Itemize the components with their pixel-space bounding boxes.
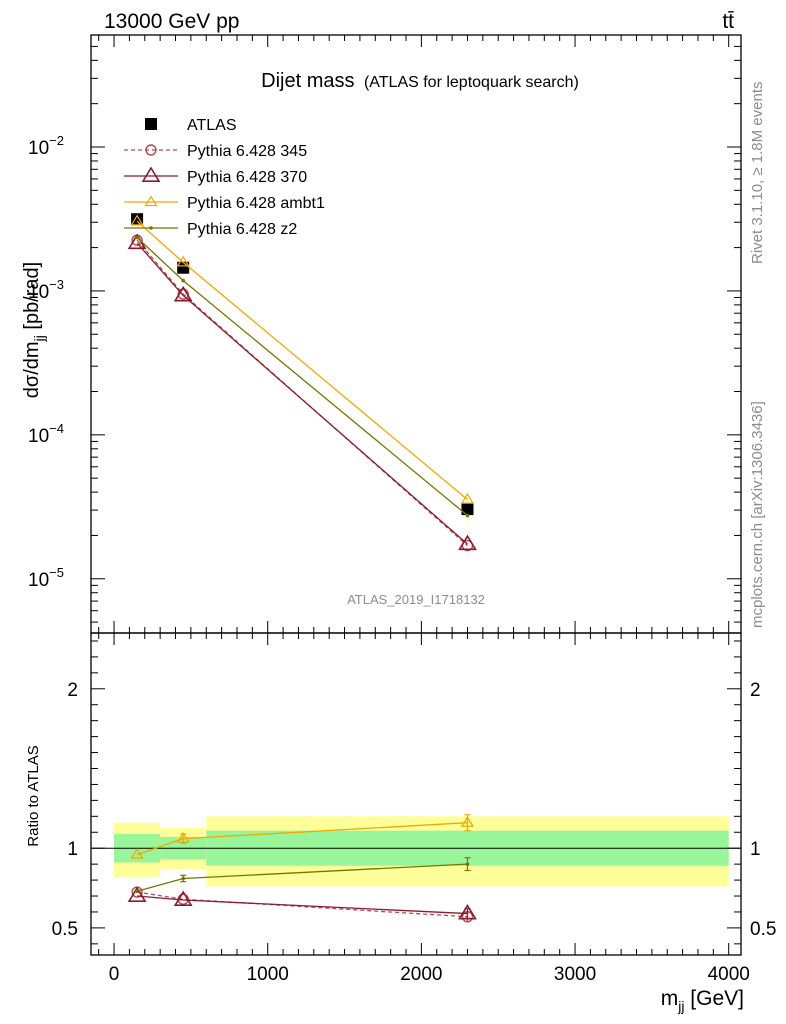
- ratio-series-line: [137, 895, 468, 915]
- marker-triangle-small: [460, 816, 475, 827]
- series-line: [136, 239, 468, 547]
- legend-label: Pythia 6.428 370: [187, 169, 307, 186]
- y-tick-exponent: −3: [49, 277, 64, 292]
- ratio-y-tick-label-left: 1: [67, 839, 78, 860]
- main-subtitle-text: (ATLAS for leptoquark search): [364, 74, 579, 91]
- marker-triangle-small: [130, 847, 144, 859]
- ratio-series-pythia-6.428-ambt1: [130, 814, 475, 859]
- marker-dot: [181, 278, 185, 283]
- legend-item-3: Pythia 6.428 ambt1: [124, 195, 325, 212]
- marker-triangle-small: [144, 195, 158, 207]
- ratio-panel: 0 1000 2000 3000 4000 0.5 0.5 1 1 2 2 Ratio to ATL…: [25, 632, 776, 1014]
- rivet-version: Rivet 3.1.10, ≥ 1.8M events: [749, 82, 766, 265]
- marker-triangle-small: [460, 492, 475, 504]
- marker-triangle: [458, 534, 477, 551]
- y-tick-base: 10: [28, 282, 49, 303]
- marker-circle: [145, 144, 157, 156]
- legend-item-2: Pythia 6.428 370: [124, 166, 307, 186]
- x-label-main: m: [661, 987, 679, 1010]
- main-plot-area: 10−510−410−310−2: [28, 34, 742, 634]
- ratio-frame: [90, 632, 742, 956]
- ratio-y-tick-label-right: 2: [750, 680, 761, 701]
- y-tick-label: 10−2: [28, 133, 64, 159]
- marker-square: [131, 213, 144, 226]
- marker-triangle-small: [176, 831, 190, 843]
- marker-square: [461, 503, 474, 516]
- x-tick-label: 4000: [708, 964, 750, 985]
- x-axis-label: mjj [GeV]: [661, 987, 744, 1014]
- main-y-label-sub: jj: [31, 335, 47, 342]
- series-pythia-6.428-z2: [135, 235, 470, 518]
- legend-item-4: Pythia 6.428 z2: [124, 221, 297, 238]
- marker-triangle: [127, 886, 147, 903]
- x-tick-label: 0: [109, 964, 120, 985]
- series-line: [136, 242, 468, 545]
- ratio-y-tick-label-right: 0.5: [750, 919, 776, 940]
- y-tick-label: 10−4: [28, 421, 64, 447]
- y-tick-exponent: −4: [49, 421, 64, 436]
- series-line: [136, 220, 468, 501]
- y-tick-base: 10: [28, 138, 49, 159]
- marker-dot: [465, 862, 470, 866]
- x-tick-label: 2000: [400, 964, 442, 985]
- marker-triangle-small: [130, 214, 144, 226]
- series-line: [136, 237, 468, 517]
- legend-label: Pythia 6.428 z2: [187, 221, 297, 238]
- marker-dot: [181, 876, 185, 881]
- legend-label: Pythia 6.428 345: [187, 143, 307, 160]
- mcplots-reference: mcplots.cern.ch [arXiv:1306.3436]: [749, 401, 766, 628]
- y-tick-exponent: −5: [49, 565, 64, 580]
- legend-label: Pythia 6.428 ambt1: [187, 195, 325, 212]
- marker-dot: [135, 235, 139, 240]
- header-collision: 13000 GeV pp: [104, 10, 239, 33]
- analysis-watermark: ATLAS_2019_I1718132: [347, 592, 485, 607]
- main-title: Dijet mass (ATLAS for leptoquark search): [261, 70, 579, 92]
- marker-dot: [465, 513, 470, 518]
- legend: ATLAS Pythia 6.428 345 Pythia 6.428 370 Pyt…: [124, 117, 325, 238]
- ratio-series-line: [136, 891, 468, 918]
- marker-triangle: [173, 890, 193, 907]
- marker-triangle-small: [176, 255, 190, 267]
- ratio-y-tick-label-left: 0.5: [52, 919, 78, 940]
- marker-triangle: [173, 285, 193, 302]
- series-pythia-6.428-ambt1: [130, 214, 475, 504]
- marker-triangle: [458, 904, 477, 920]
- y-tick-label: 10−3: [28, 277, 64, 303]
- marker-triangle: [141, 166, 161, 182]
- marker-circle: [177, 288, 189, 300]
- main-y-axis-label: dσ/dmjj [pb/rad]: [21, 262, 47, 398]
- ratio-plot-area: 0 1000 2000 3000 4000 0.5 0.5 1 1 2 2: [52, 632, 776, 985]
- main-y-label-unit: [pb/rad]: [21, 262, 43, 335]
- x-label-sub: jj: [677, 998, 684, 1014]
- ratio-y-axis-label: Ratio to ATLAS: [25, 745, 42, 846]
- marker-dot: [149, 226, 153, 230]
- x-tick-label: 3000: [554, 964, 596, 985]
- marker-square: [145, 118, 157, 130]
- y-tick-label: 10−5: [28, 565, 64, 591]
- x-label-unit: [GeV]: [684, 987, 744, 1010]
- header-process: tt̄: [722, 10, 734, 33]
- legend-item-1: Pythia 6.428 345: [124, 143, 307, 160]
- series-pythia-6.428-370: [127, 233, 477, 551]
- y-tick-base: 10: [28, 570, 49, 591]
- ratio-y-tick-label-left: 2: [67, 680, 78, 701]
- ratio-series-pythia-6.428-370: [127, 886, 477, 920]
- main-panel: 10−510−410−310−2 Dijet mass (ATLAS for l…: [21, 34, 742, 634]
- y-tick-base: 10: [28, 426, 49, 447]
- marker-dot: [135, 889, 139, 894]
- legend-label: ATLAS: [187, 117, 237, 134]
- main-y-label-main: dσ/dm: [21, 341, 43, 398]
- ratio-series-pythia-6.428-z2: [135, 857, 471, 894]
- legend-item-0: ATLAS: [145, 117, 237, 134]
- main-title-text: Dijet mass: [261, 70, 354, 92]
- x-tick-label: 1000: [247, 964, 289, 985]
- y-tick-exponent: −2: [49, 133, 64, 148]
- ratio-y-tick-label-right: 1: [750, 839, 761, 860]
